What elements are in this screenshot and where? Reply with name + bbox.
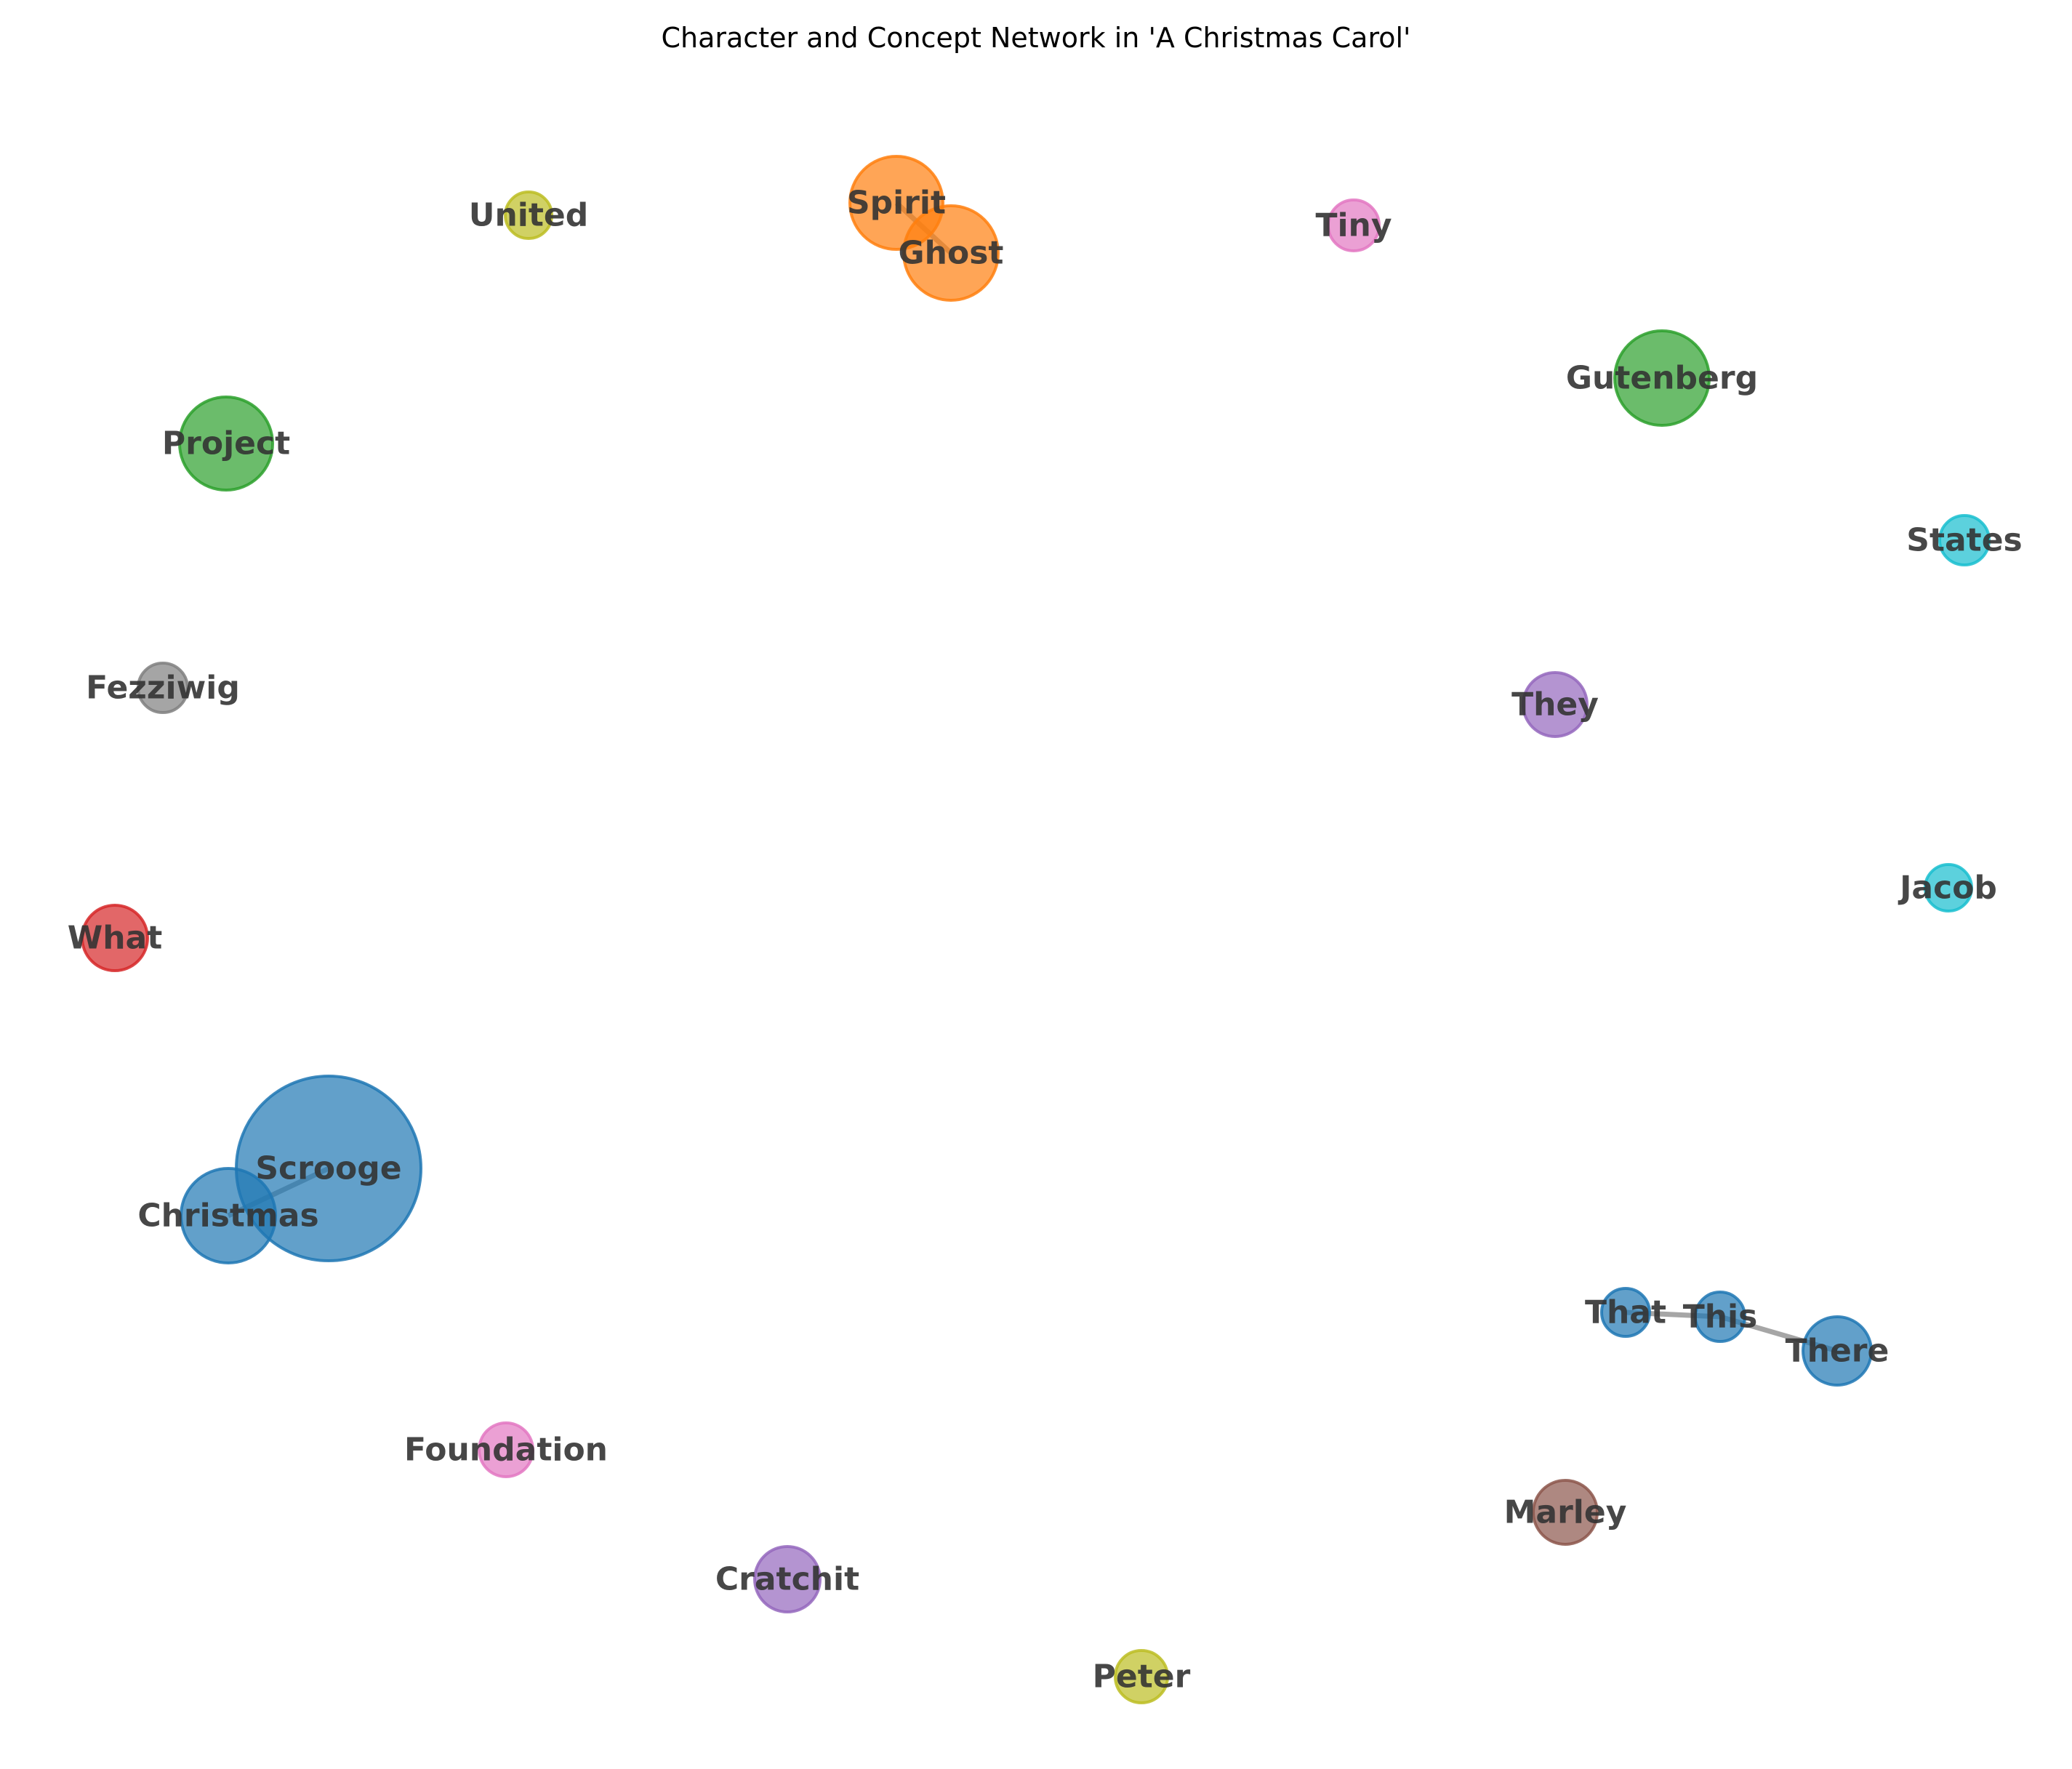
node-label-project: Project	[162, 425, 290, 462]
nodes-layer	[81, 155, 1991, 1704]
labels-layer: Scrooge Christmas Spirit Ghost United Tiny Gut…	[68, 185, 2023, 1696]
node-label-fezziwig: Fezziwig	[86, 670, 240, 707]
node-peter	[1114, 1649, 1169, 1704]
node-project	[178, 396, 274, 492]
node-jacob	[1924, 863, 1973, 912]
node-this	[1694, 1291, 1746, 1343]
node-label-foundation: Foundation	[404, 1432, 608, 1469]
node-label-what: What	[68, 920, 163, 957]
node-label-cratchit: Cratchit	[715, 1561, 859, 1598]
node-label-that: That	[1585, 1294, 1666, 1331]
node-cratchit	[753, 1545, 822, 1613]
node-that	[1600, 1287, 1651, 1338]
node-they	[1522, 671, 1589, 738]
node-label-marley: Marley	[1504, 1494, 1627, 1531]
node-label-jacob: Jacob	[1898, 870, 1997, 907]
node-marley	[1532, 1479, 1599, 1546]
node-label-peter: Peter	[1093, 1658, 1191, 1696]
node-states	[1938, 514, 1991, 566]
node-label-christmas: Christmas	[137, 1198, 318, 1235]
node-foundation	[478, 1421, 534, 1478]
node-label-they: They	[1511, 686, 1599, 723]
node-label-ghost: Ghost	[899, 235, 1004, 272]
node-christmas	[180, 1167, 277, 1264]
node-label-states: States	[1906, 522, 2022, 559]
node-label-tiny: Tiny	[1315, 207, 1392, 244]
node-label-this: This	[1683, 1299, 1758, 1336]
node-there	[1802, 1315, 1873, 1387]
node-tiny	[1327, 198, 1381, 252]
node-label-spirit: Spirit	[847, 185, 946, 222]
node-label-there: There	[1786, 1333, 1890, 1370]
node-united	[504, 190, 553, 240]
node-gutenberg	[1613, 329, 1711, 427]
node-label-scrooge: Scrooge	[255, 1150, 401, 1187]
node-label-gutenberg: Gutenberg	[1566, 360, 1758, 397]
figure-title: Character and Concept Network in 'A Chri…	[661, 22, 1410, 54]
node-label-united: United	[469, 197, 589, 234]
node-fezziwig	[137, 662, 189, 714]
node-ghost	[902, 204, 1000, 302]
node-what	[81, 904, 149, 972]
